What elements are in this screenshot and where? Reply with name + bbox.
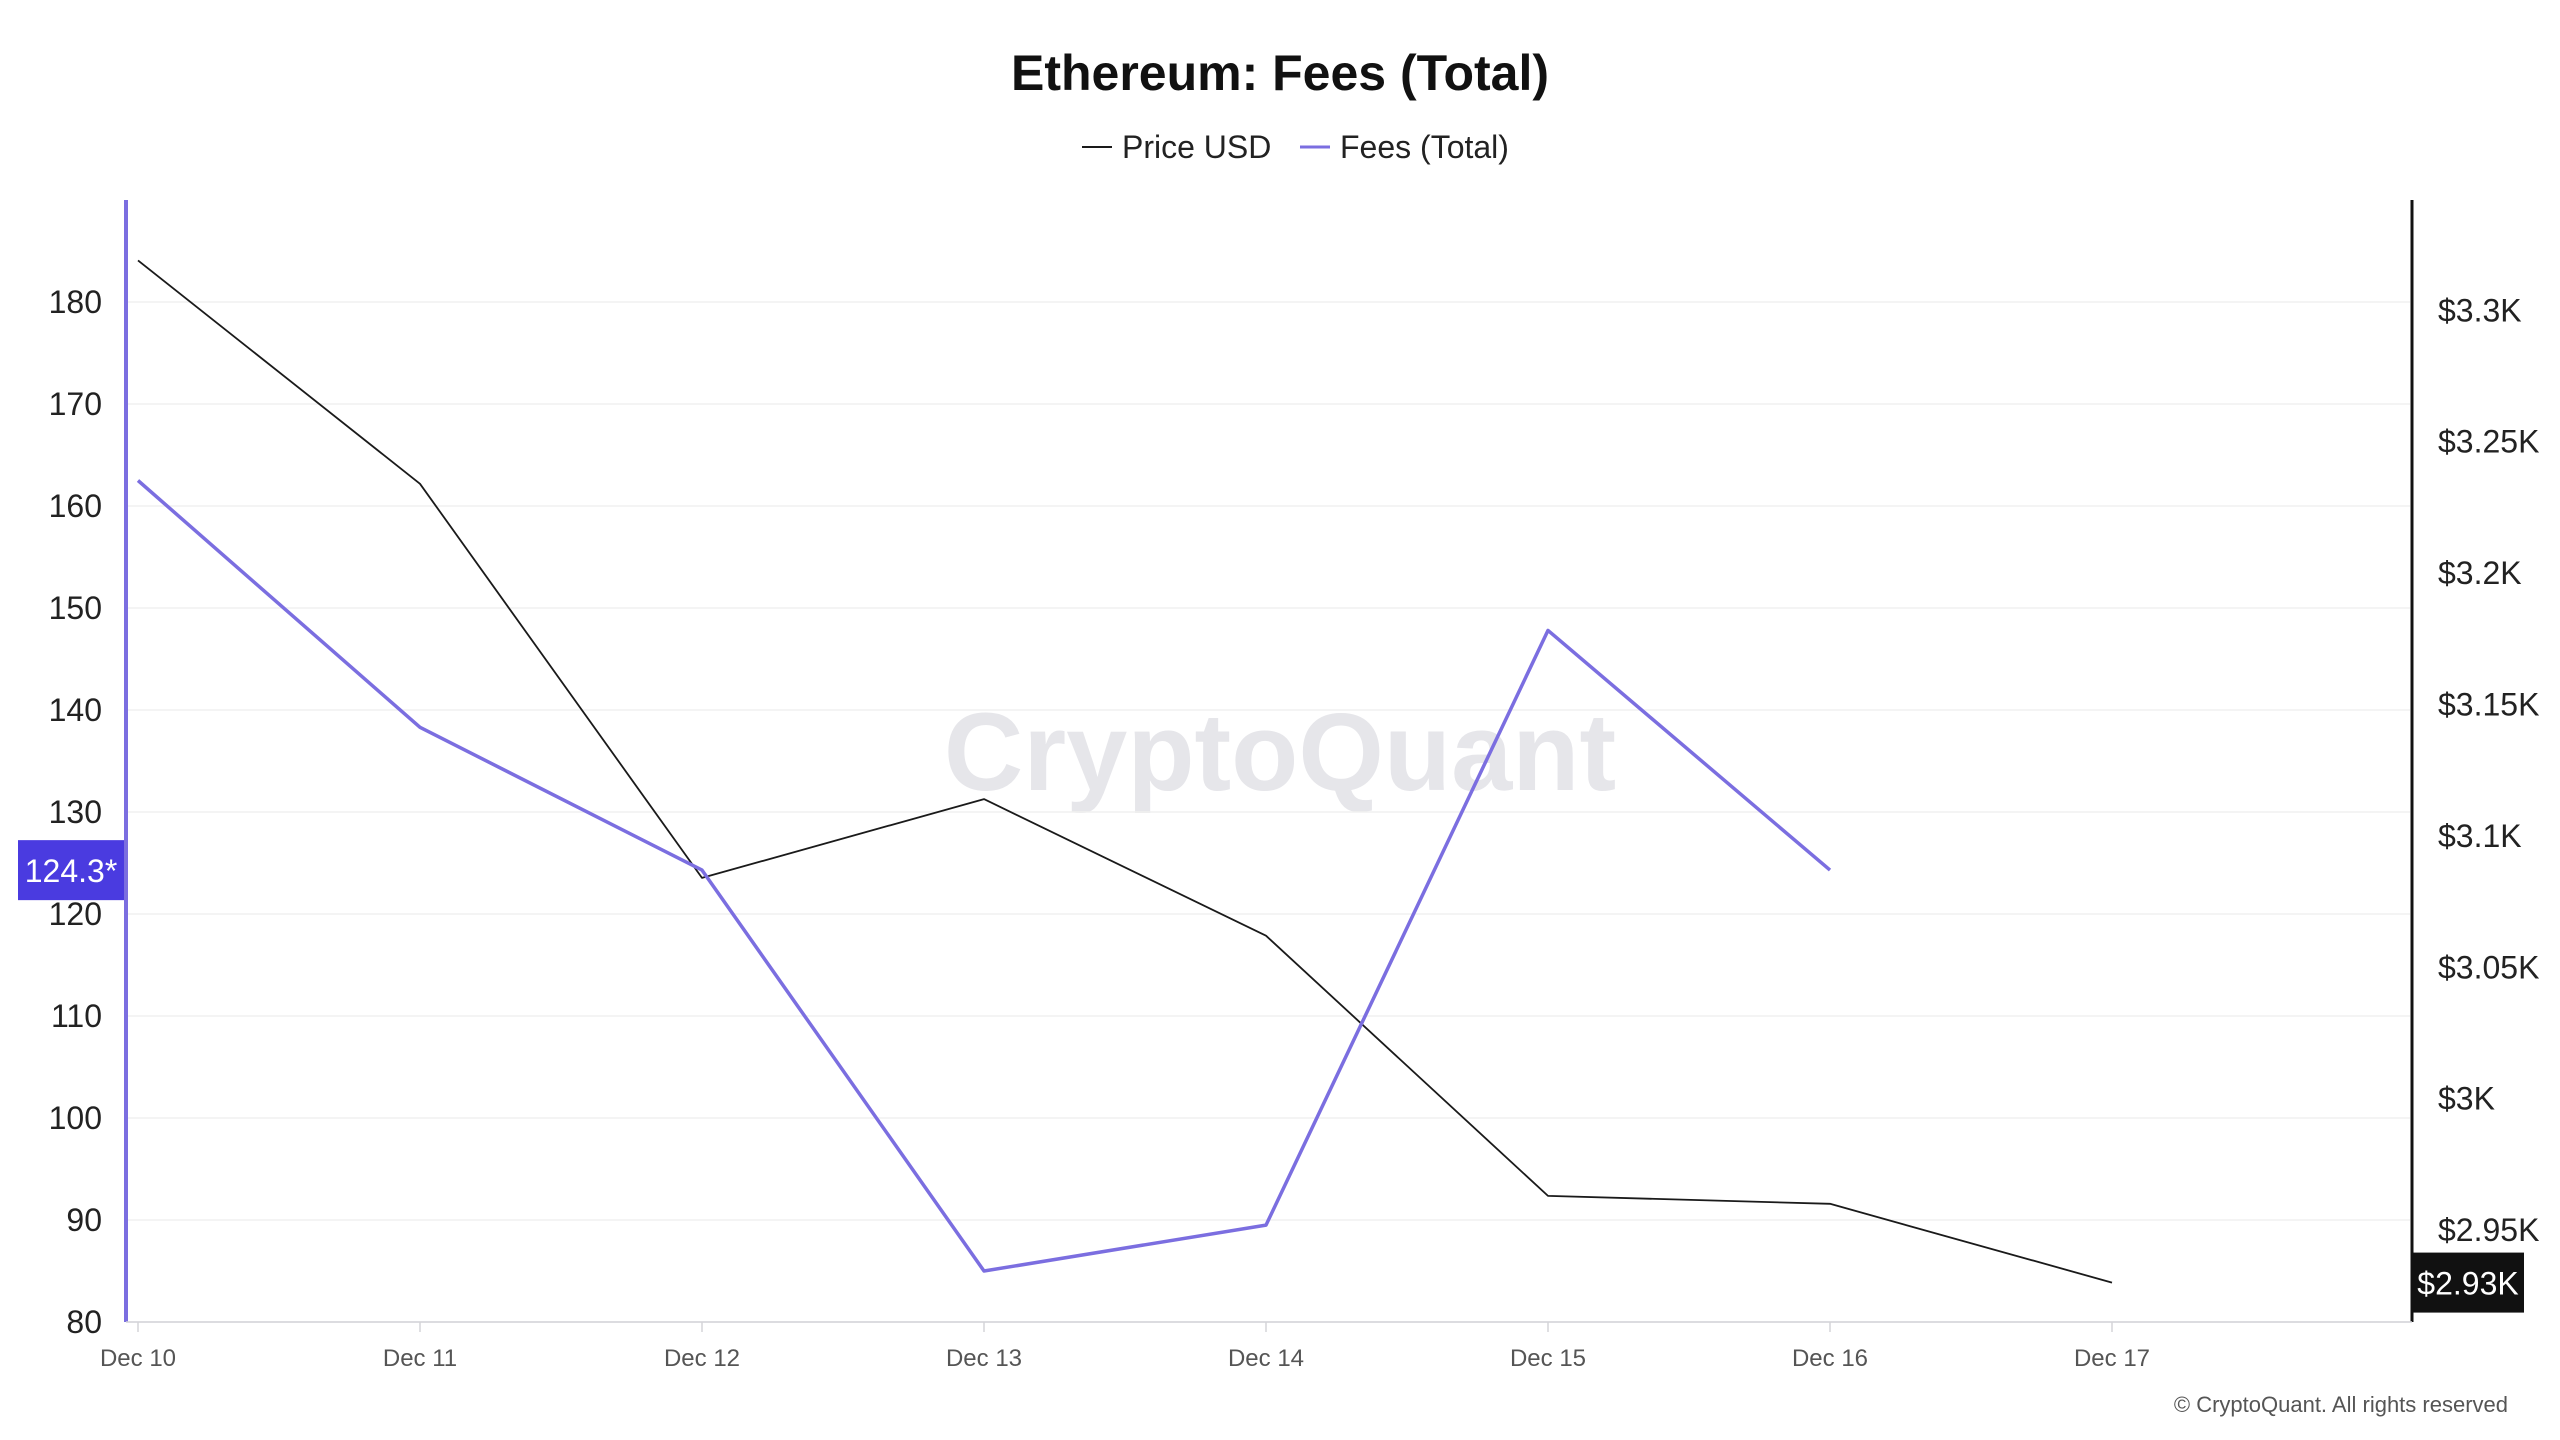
axis-badges: 124.3* $2.93K	[18, 840, 2524, 1313]
copyright: © CryptoQuant. All rights reserved	[2174, 1392, 2508, 1417]
watermark: CryptoQuant	[944, 691, 1616, 814]
right-axis-ticks: $2.95K $3K $3.05K $3.1K $3.15K $3.2K $3.25K $3.…	[2438, 292, 2539, 1248]
left-tick-label: 150	[49, 590, 102, 626]
x-tick-label: Dec 10	[100, 1345, 176, 1372]
left-tick-label: 180	[49, 284, 102, 320]
fees-line	[136, 479, 1832, 1273]
right-axis-badge	[2412, 1252, 2524, 1313]
x-axis-ticks: Dec 10 Dec 11 Dec 12 Dec 13 Dec 14 Dec 15 Dec …	[100, 1322, 2150, 1372]
axes	[124, 200, 2414, 1323]
right-tick-label: $3.05K	[2438, 949, 2539, 985]
x-tick-label: Dec 16	[1792, 1345, 1868, 1372]
x-tick-label: Dec 13	[946, 1345, 1022, 1372]
left-axis-ticks: 80 90 100 110 120 130 140 150 160 170 180	[49, 284, 102, 1340]
price-line	[137, 259, 2113, 1284]
left-tick-label: 140	[49, 692, 102, 728]
left-tick-label: 130	[49, 794, 102, 830]
legend-item-price[interactable]: Price USD	[1082, 129, 1271, 165]
left-tick-label: 110	[51, 998, 102, 1034]
left-tick-label: 80	[66, 1304, 102, 1340]
legend-item-fees[interactable]: Fees (Total)	[1300, 129, 1509, 165]
x-tick-label: Dec 15	[1510, 1345, 1586, 1372]
right-tick-label: $3.2K	[2438, 555, 2522, 591]
left-tick-label: 100	[49, 1100, 102, 1136]
left-tick-label: 170	[49, 386, 102, 422]
left-axis-badge	[18, 840, 124, 901]
left-axis-badge-label: 124.3*	[25, 853, 118, 889]
series	[136, 259, 2113, 1284]
x-tick-label: Dec 14	[1228, 1345, 1304, 1372]
legend: Price USD Fees (Total)	[1082, 129, 1509, 165]
left-tick-label: 120	[49, 896, 102, 932]
legend-label-fees: Fees (Total)	[1340, 129, 1509, 165]
left-tick-label: 90	[66, 1202, 102, 1238]
right-axis-badge-label: $2.93K	[2417, 1266, 2518, 1302]
chart-title: Ethereum: Fees (Total)	[1011, 45, 1549, 101]
x-tick-label: Dec 12	[664, 1345, 740, 1372]
right-tick-label: $3.25K	[2438, 424, 2539, 460]
x-tick-label: Dec 11	[383, 1345, 457, 1372]
right-tick-label: $3.1K	[2438, 818, 2522, 854]
right-tick-label: $3K	[2438, 1081, 2495, 1117]
right-tick-label: $3.15K	[2438, 687, 2539, 723]
x-tick-label: Dec 17	[2074, 1345, 2150, 1372]
left-tick-label: 160	[49, 488, 102, 524]
right-tick-label: $2.95K	[2438, 1212, 2539, 1248]
legend-label-price: Price USD	[1122, 129, 1271, 165]
right-tick-label: $3.3K	[2438, 292, 2522, 328]
gridlines	[126, 301, 2410, 1323]
